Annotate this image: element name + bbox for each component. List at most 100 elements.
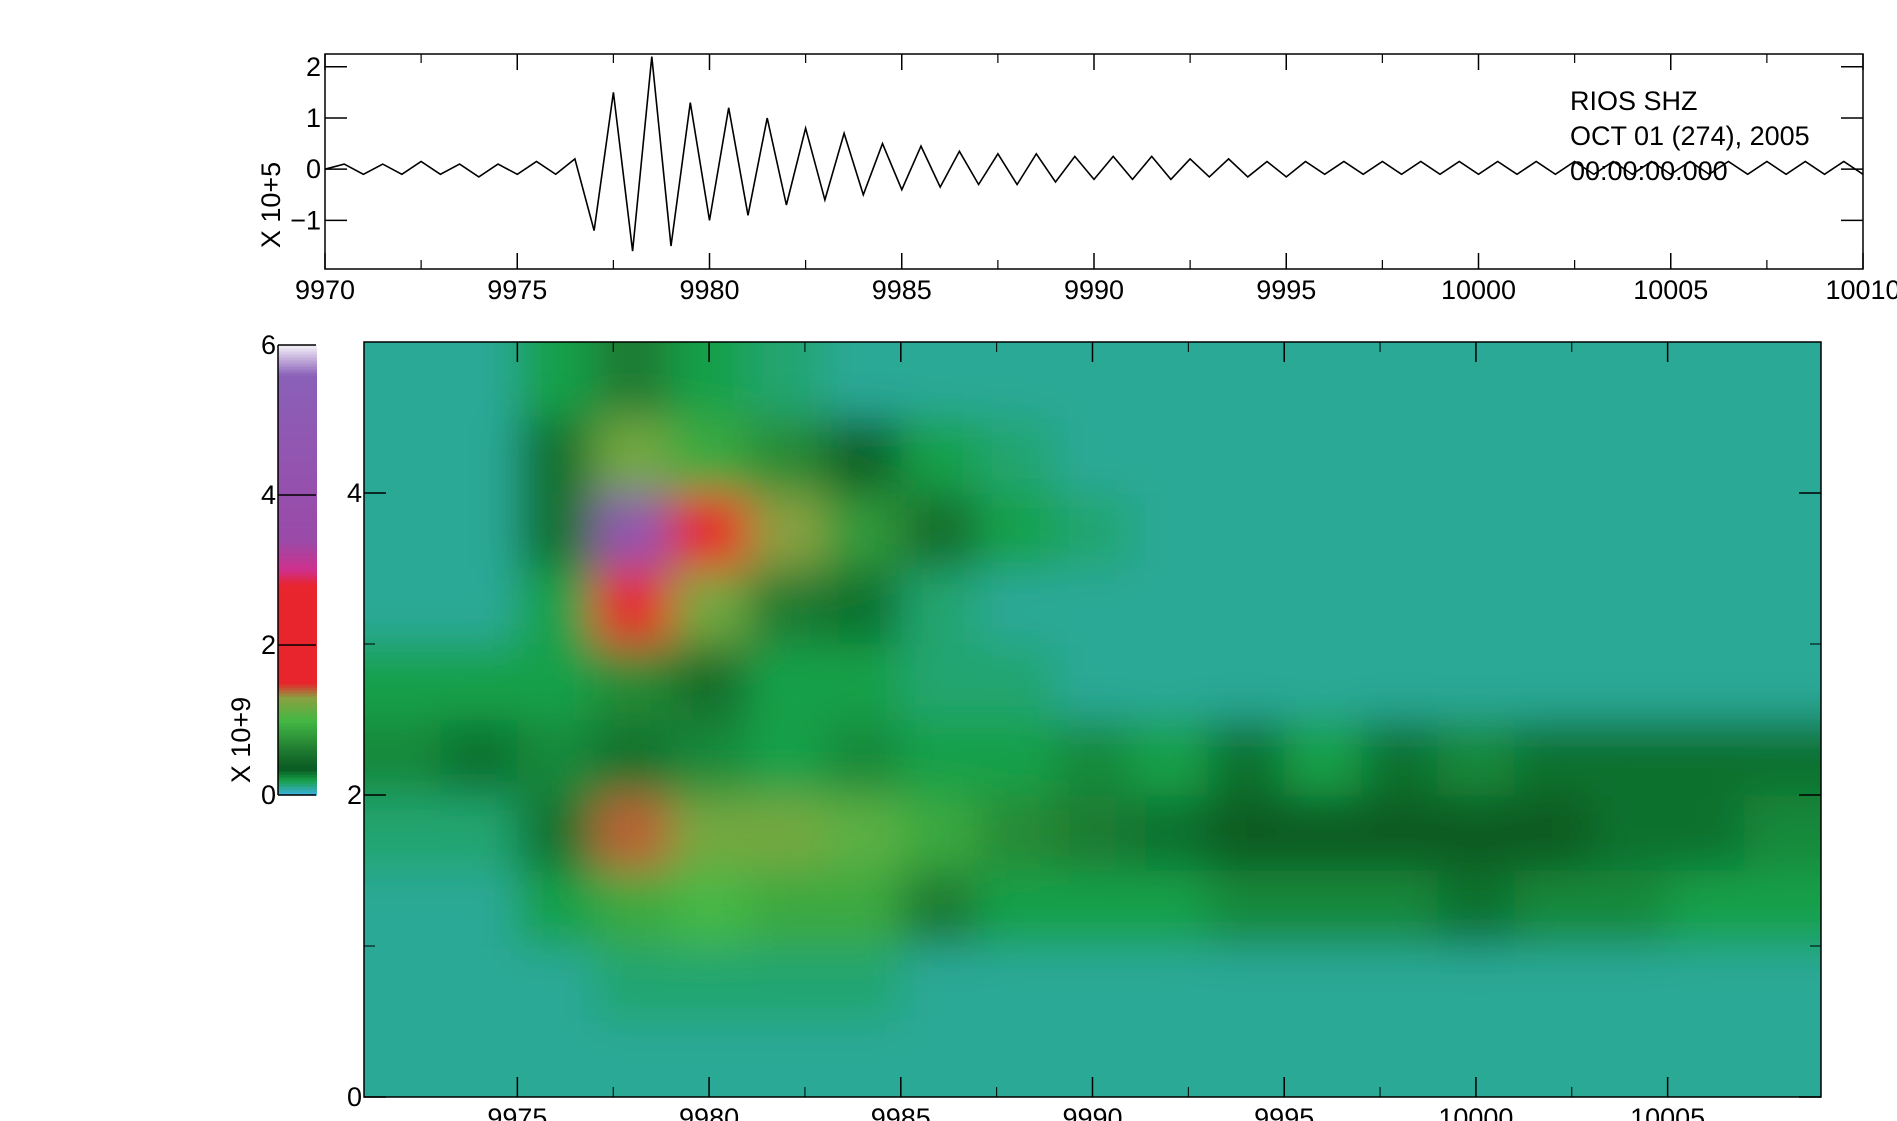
- heatmap-cell: [517, 946, 595, 1022]
- heatmap-cell: [900, 417, 978, 494]
- colorbar-swatch: [278, 540, 317, 544]
- heatmap-cell: [1514, 417, 1592, 494]
- heatmap-cell: [1284, 795, 1362, 871]
- colorbar-swatch: [278, 612, 317, 616]
- colorbar-swatch: [278, 552, 317, 556]
- colorbar-swatch: [278, 462, 317, 466]
- colorbar-tick-label: 0: [261, 780, 276, 810]
- heatmap-cell: [1054, 568, 1132, 645]
- heatmap-cell: [1667, 795, 1745, 871]
- colorbar-swatch: [278, 657, 317, 661]
- heatmap-cell: [1514, 568, 1592, 645]
- colorbar-swatch: [278, 390, 317, 394]
- colorbar-swatch: [278, 384, 317, 388]
- x-tick-label: 9990: [1064, 275, 1124, 305]
- annotation: OCT 01 (274), 2005: [1570, 121, 1810, 151]
- heatmap-cell: [517, 795, 595, 871]
- colorbar-swatch: [278, 597, 317, 601]
- heatmap-cell: [440, 417, 518, 494]
- colorbar-swatch: [278, 717, 317, 721]
- colorbar-swatch: [278, 747, 317, 751]
- heatmap-cell: [1667, 870, 1745, 947]
- colorbar-swatch: [278, 678, 317, 682]
- heatmap-cell: [1207, 946, 1285, 1022]
- heatmap-cell: [1207, 795, 1285, 871]
- heatmap-cell: [1130, 719, 1209, 796]
- heatmap-cell: [824, 568, 902, 645]
- colorbar-swatch: [278, 729, 317, 733]
- heatmap-cell: [1437, 870, 1515, 947]
- heatmap-cell: [1054, 644, 1132, 720]
- heatmap-cell: [594, 795, 672, 871]
- heatmap-cell: [517, 719, 595, 796]
- heatmap-cell: [1360, 946, 1439, 1022]
- colorbar-swatch: [278, 489, 317, 493]
- heatmap-cell: [517, 568, 595, 645]
- heatmap-cell: [824, 719, 902, 796]
- heatmap-cell: [900, 568, 978, 645]
- x-tick-label: 9995: [1256, 275, 1316, 305]
- heatmap-cell: [1207, 568, 1285, 645]
- colorbar-swatch: [278, 414, 317, 418]
- colorbar-swatch: [278, 564, 317, 568]
- heatmap-cell: [977, 417, 1055, 494]
- heatmap-cell: [1590, 568, 1669, 645]
- x-tick-label: 9980: [679, 275, 739, 305]
- heatmap-cell: [1054, 493, 1132, 569]
- colorbar-swatch: [278, 759, 317, 763]
- colorbar-swatch: [278, 519, 317, 523]
- colorbar-swatch: [278, 498, 317, 502]
- heatmap-cell: [1514, 342, 1592, 418]
- x-tick-label: 9970: [295, 275, 355, 305]
- colorbar-swatch: [278, 591, 317, 595]
- heatmap-cell: [747, 342, 825, 418]
- colorbar-swatch: [278, 594, 317, 598]
- heatmap-cell: [977, 719, 1055, 796]
- colorbar-swatch: [278, 786, 317, 790]
- colorbar-swatch: [278, 714, 317, 718]
- colorbar-swatch: [278, 447, 317, 451]
- heatmap-cell: [824, 644, 902, 720]
- heatmap-cell: [1437, 417, 1515, 494]
- colorbar-swatch: [278, 369, 317, 373]
- colorbar-swatch: [278, 762, 317, 766]
- colorbar-swatch: [278, 387, 317, 391]
- colorbar-swatch: [278, 687, 317, 691]
- colorbar-swatch: [278, 621, 317, 625]
- colorbar-swatch: [278, 543, 317, 547]
- heatmap-cell: [1360, 417, 1439, 494]
- colorbar-swatch: [278, 792, 317, 796]
- colorbar-swatch: [278, 492, 317, 496]
- heatmap-cell: [1054, 417, 1132, 494]
- heatmap-cell: [1744, 1021, 1821, 1097]
- colorbar-swatch: [278, 690, 317, 694]
- colorbar-swatch: [278, 609, 317, 613]
- colorbar-swatch: [278, 477, 317, 481]
- heatmap-cell: [517, 644, 595, 720]
- colorbar-swatch: [278, 705, 317, 709]
- heatmap-cell: [747, 946, 825, 1022]
- heatmap-cell: [594, 417, 672, 494]
- heatmap-cell: [364, 417, 442, 494]
- colorbar-swatch: [278, 354, 317, 358]
- heatmap-cell: [594, 342, 672, 418]
- colorbar-swatch: [278, 435, 317, 439]
- heatmap-cell: [1667, 719, 1745, 796]
- colorbar-swatch: [278, 699, 317, 703]
- colorbar-swatch: [278, 720, 317, 724]
- colorbar-swatch: [278, 375, 317, 379]
- heatmap-cell: [1360, 493, 1439, 569]
- colorbar-swatch: [278, 396, 317, 400]
- x-tick-label: 10005: [1630, 1103, 1705, 1121]
- heatmap-cell: [747, 644, 825, 720]
- colorbar-swatch: [278, 444, 317, 448]
- colorbar-swatch: [278, 537, 317, 541]
- heatmap-cell: [1130, 795, 1209, 871]
- y-tick-label: 0: [347, 1082, 362, 1112]
- heatmap-cell: [824, 946, 902, 1022]
- heatmap-cell: [1284, 493, 1362, 569]
- colorbar-swatch: [278, 768, 317, 772]
- x-tick-label: 9990: [1062, 1103, 1122, 1121]
- colorbar-swatch: [278, 681, 317, 685]
